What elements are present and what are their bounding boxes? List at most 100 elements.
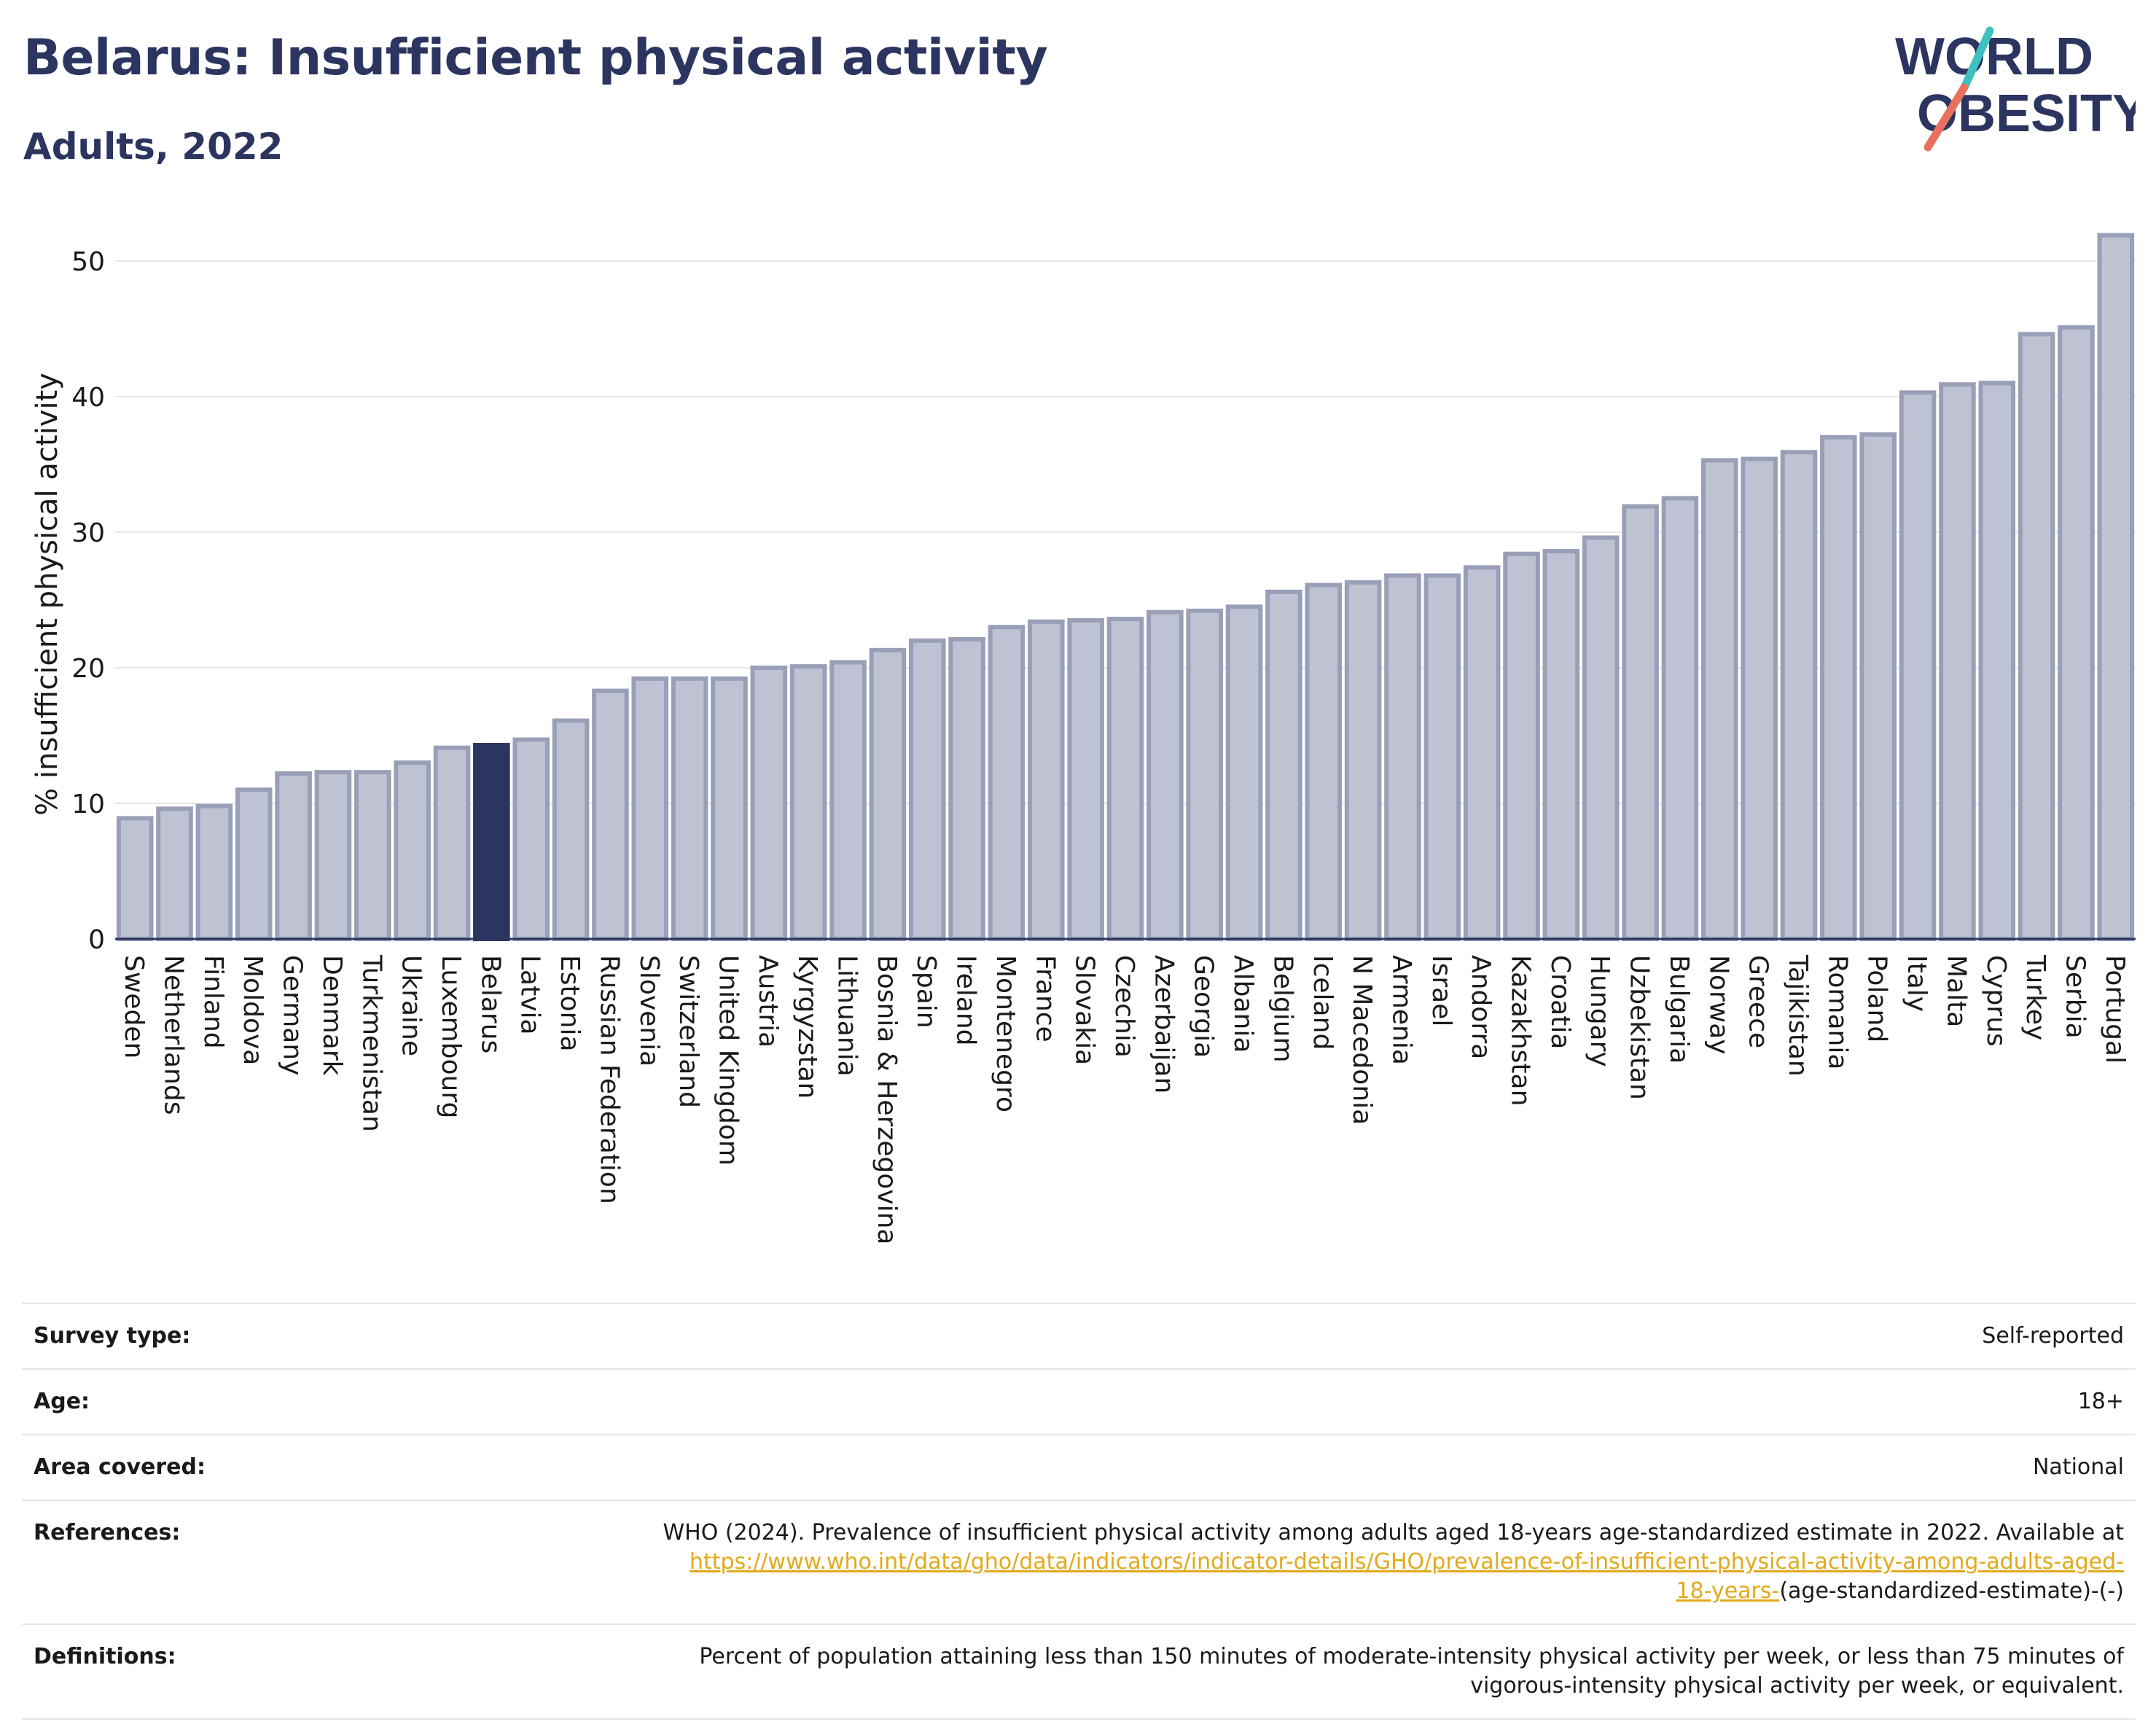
bar [1820, 434, 1857, 941]
bar [1186, 608, 1223, 941]
bar [988, 625, 1026, 941]
y-tick-label: 50 [71, 247, 105, 277]
x-tick-label: Israel [1426, 955, 1456, 1026]
y-tick-label: 40 [71, 383, 105, 413]
x-tick-label: Czechia [1109, 955, 1139, 1058]
bar [829, 660, 867, 941]
bar [195, 803, 233, 941]
bar [116, 816, 154, 941]
x-tick-label: Azerbaijan [1149, 955, 1179, 1093]
bars [116, 233, 2135, 942]
y-tick-label: 30 [71, 518, 105, 548]
area-label: Area covered: [22, 1434, 340, 1500]
y-axis-label: % insufficient physical activity [31, 373, 64, 816]
bar [275, 771, 312, 941]
age-value: 18+ [340, 1368, 2136, 1435]
x-tick-label: Malta [1941, 955, 1971, 1027]
x-tick-label: Italy [1902, 955, 1932, 1012]
x-tick-label: France [1030, 955, 1060, 1042]
x-tick-label: Finland [198, 955, 228, 1049]
x-tick-label: United Kingdom [713, 955, 743, 1166]
x-tick-label: Turkmenistan [356, 954, 386, 1132]
bar [1344, 580, 1382, 941]
x-tick-label: Germany [278, 955, 308, 1075]
bar [2018, 332, 2055, 941]
x-tick-label: Spain [911, 955, 941, 1029]
bar [1978, 381, 2016, 941]
x-tick-label: Austria [753, 955, 783, 1048]
y-tick-label: 10 [71, 789, 105, 819]
x-tick-labels: Sweden Netherlands Finland Moldova Germany De… [119, 954, 2130, 1244]
x-tick-label: Uzbekistan [1625, 955, 1655, 1100]
x-tick-label: Moldova [238, 955, 267, 1065]
references-value: WHO (2024). Prevalence of insufficient p… [340, 1500, 2136, 1624]
bar [908, 638, 946, 941]
page-title: Belarus: Insufficient physical activity [23, 29, 1048, 87]
bar [2058, 325, 2095, 941]
x-tick-label: Lithuania [832, 955, 862, 1077]
bar [789, 664, 827, 941]
bar [1701, 458, 1738, 941]
bar [552, 718, 590, 941]
x-tick-label: Netherlands [159, 955, 189, 1115]
bar [1582, 535, 1620, 941]
bar [1147, 609, 1184, 941]
definitions-row: Definitions: Percent of population attai… [22, 1623, 2136, 1720]
bar [1463, 565, 1501, 941]
bar [1741, 456, 1778, 941]
x-tick-label: Ukraine [397, 955, 426, 1056]
logo-line-1: WORLD [1895, 28, 2093, 86]
logo-slash-teal [1960, 26, 1994, 92]
x-tick-label: N Macedonia [1347, 955, 1377, 1125]
x-tick-label: Bosnia & Herzegovina [872, 955, 902, 1244]
x-tick-label: Latvia [515, 955, 545, 1035]
references-suffix: (age-standardized-estimate)-(-) [1779, 1578, 2124, 1604]
references-text: WHO (2024). Prevalence of insufficient p… [663, 1520, 2124, 1545]
x-tick-label: Denmark [317, 955, 347, 1076]
bar [1028, 619, 1065, 941]
x-tick-label: Switzerland [673, 955, 703, 1108]
references-link[interactable]: https://www.who.int/data/gho/data/indica… [690, 1549, 2124, 1575]
definitions-line-1: Percent of population attaining less tha… [699, 1644, 2124, 1669]
survey-type-label: Survey type: [22, 1303, 340, 1369]
bar [1622, 504, 1659, 941]
survey-type-row: Survey type: Self-reported [22, 1303, 2136, 1369]
bar [671, 676, 708, 941]
x-tick-label: Belgium [1268, 955, 1297, 1063]
x-tick-label: Poland [1862, 955, 1892, 1042]
y-tick-label: 20 [71, 654, 105, 684]
bar [1899, 390, 1937, 941]
bar [592, 688, 629, 941]
bar [1265, 589, 1302, 942]
bar [512, 737, 550, 942]
bar [1106, 617, 1144, 941]
bar [2097, 233, 2135, 942]
bar [750, 666, 788, 941]
x-tick-label: Ireland [951, 955, 981, 1046]
bar [1939, 382, 1976, 941]
x-tick-label: Greece [1743, 955, 1773, 1048]
bar [1503, 551, 1540, 941]
survey-type-value: Self-reported [340, 1303, 2136, 1369]
x-tick-label: Serbia [2060, 955, 2090, 1039]
x-tick-label: Portugal [2100, 955, 2130, 1064]
bar-chart: 0 10 20 30 40 50 Sweden Netherlands Finland Mold… [31, 233, 2136, 1244]
references-row: References: WHO (2024). Prevalence of in… [22, 1500, 2136, 1624]
x-tick-label: Kyrgyzstan [792, 955, 822, 1099]
x-tick-label: Kazakhstan [1506, 955, 1536, 1106]
bar [433, 745, 471, 941]
x-tick-label: Sweden [119, 955, 149, 1058]
references-link-cont[interactable]: 18-years- [1676, 1578, 1780, 1604]
area-row: Area covered: National [22, 1434, 2136, 1500]
references-label: References: [22, 1500, 340, 1624]
x-tick-label: Armenia [1386, 955, 1416, 1065]
y-tick-labels: 0 10 20 30 40 50 [71, 247, 105, 955]
x-tick-label: Luxembourg [436, 955, 466, 1118]
bar [1859, 432, 1897, 941]
x-tick-label: Romania [1822, 955, 1852, 1069]
bar [156, 806, 193, 941]
world-obesity-logo: WORLD OBESITY [1895, 26, 2136, 152]
x-tick-label: Turkey [2020, 954, 2050, 1040]
logo-slash-coral [1923, 83, 1969, 152]
bar [1661, 496, 1699, 941]
